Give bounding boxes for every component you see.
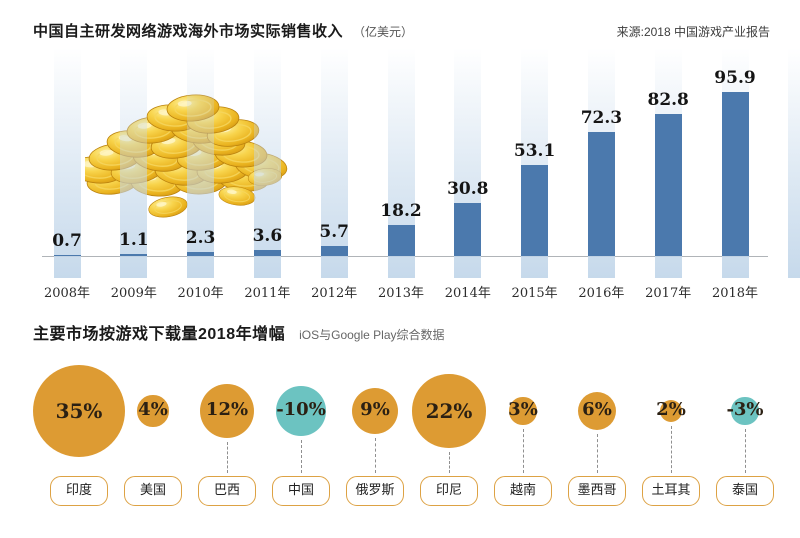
- bg-column: [53, 48, 81, 278]
- year-label: 2012年: [311, 286, 358, 301]
- revenue-bar: [320, 246, 348, 256]
- bar-value-label: 5.7: [319, 222, 349, 242]
- growth-bubble: [731, 397, 759, 425]
- bar-value-label: 53.1: [513, 141, 556, 161]
- top-chart-title: 中国自主研发网络游戏海外市场实际销售收入: [33, 23, 344, 40]
- revenue-bar: [654, 114, 682, 256]
- growth-value-label: -3%: [726, 399, 764, 420]
- top-chart-unit-label: （亿美元）: [353, 25, 414, 39]
- connector-line: [522, 428, 524, 473]
- revenue-bar: [454, 203, 482, 256]
- bar-value-label: 30.8: [447, 179, 489, 199]
- year-label: 2013年: [377, 286, 425, 301]
- growth-bubble: [509, 397, 537, 425]
- connector-line: [744, 428, 746, 473]
- download-growth-bubble-chart: 35% 印度 4% 美国 12% 巴西 -10% 中国 9% 俄罗斯 22% 印尼 3% 越南 6% 墨西哥 2…: [0, 350, 800, 538]
- growth-bubble: [276, 386, 326, 436]
- bar-value-label: 18.2: [380, 201, 422, 221]
- country-label-box: 泰国: [716, 476, 774, 506]
- revenue-bar: [120, 254, 148, 256]
- connector-line: [596, 434, 598, 473]
- year-label: 2008年: [43, 286, 91, 301]
- bar-value-label: 3.6: [252, 226, 283, 246]
- country-label-box: 印度: [50, 476, 108, 506]
- connector-line: [226, 442, 228, 473]
- bg-column: [788, 48, 800, 278]
- bar-value-label: 0.7: [52, 231, 82, 251]
- growth-value-label: 35%: [55, 399, 103, 423]
- growth-value-label: 2%: [656, 399, 686, 420]
- top-chart-source: 来源:2018 中国游戏产业报告: [616, 25, 770, 39]
- growth-bubble: [351, 387, 399, 435]
- bottom-chart-header: 主要市场按游戏下载量2018年增幅 iOS与Google Play综合数据: [33, 320, 770, 344]
- connector-line: [300, 439, 302, 473]
- year-label: 2018年: [711, 286, 759, 301]
- growth-bubble: [32, 364, 126, 458]
- revenue-bar: [187, 252, 215, 256]
- bar-value-label: 82.8: [647, 90, 689, 110]
- country-label-box: 巴西: [198, 476, 256, 506]
- growth-bubble: [199, 383, 254, 438]
- bg-column: [253, 48, 281, 278]
- growth-value-label: 6%: [582, 399, 612, 420]
- bottom-chart-subtitle: iOS与Google Play综合数据: [299, 328, 445, 342]
- growth-value-label: 9%: [360, 399, 390, 420]
- bar-value-label: 95.9: [714, 68, 756, 88]
- country-label-box: 墨西哥: [568, 476, 626, 506]
- growth-bubble: [137, 395, 169, 427]
- year-label: 2009年: [110, 286, 157, 301]
- growth-value-label: 3%: [508, 399, 538, 420]
- year-label: 2011年: [244, 286, 291, 301]
- connector-line: [448, 451, 450, 473]
- country-label-box: 印尼: [420, 476, 478, 506]
- growth-value-label: 12%: [205, 399, 249, 420]
- revenue-bar: [587, 132, 615, 256]
- revenue-bar: [721, 92, 749, 256]
- bar-value-label: 72.3: [580, 108, 623, 128]
- growth-bubble: [412, 374, 486, 448]
- revenue-bar-chart: 0.7 2008年 1.1 2009年 2.3 2010年 3.6 2011年 5.7 2012年…: [0, 45, 800, 310]
- year-label: 2017年: [645, 286, 692, 301]
- bottom-chart-title: 主要市场按游戏下载量2018年增幅: [33, 326, 286, 343]
- bar-value-label: 1.1: [119, 230, 149, 250]
- country-label-box: 中国: [272, 476, 330, 506]
- top-chart-header: 中国自主研发网络游戏海外市场实际销售收入 （亿美元） 来源:2018 中国游戏产…: [33, 20, 770, 41]
- year-label: 2016年: [578, 286, 625, 301]
- country-label-box: 土耳其: [642, 476, 700, 506]
- country-label-box: 俄罗斯: [346, 476, 404, 506]
- growth-value-label: 4%: [138, 399, 168, 420]
- country-label-box: 越南: [494, 476, 552, 506]
- revenue-bar: [387, 225, 415, 256]
- bar-value-label: 2.3: [185, 228, 216, 248]
- revenue-bar: [521, 165, 549, 256]
- bg-column: [120, 48, 148, 278]
- connector-line: [374, 438, 376, 473]
- year-label: 2015年: [511, 286, 558, 301]
- revenue-bar: [253, 250, 281, 256]
- year-label: 2014年: [444, 286, 491, 301]
- year-label: 2010年: [177, 286, 224, 301]
- revenue-bar: [53, 255, 81, 256]
- country-label-box: 美国: [124, 476, 182, 506]
- growth-bubble: [659, 399, 683, 423]
- bg-column: [187, 48, 215, 278]
- growth-value-label: -10%: [276, 399, 326, 420]
- bg-column: [320, 48, 348, 278]
- growth-bubble: [577, 391, 617, 431]
- connector-line: [670, 426, 672, 473]
- growth-value-label: 22%: [425, 399, 473, 423]
